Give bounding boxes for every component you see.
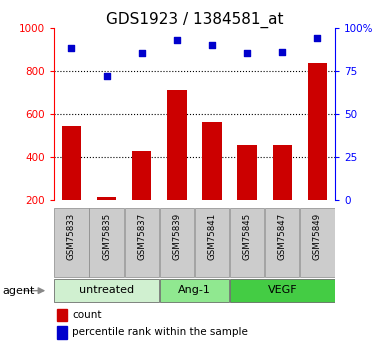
Point (244, 51, 250, 56)
Text: GSM75835: GSM75835 (102, 213, 111, 260)
Bar (97, 197, 116, 200)
Text: count: count (72, 309, 102, 319)
Bar (195, 208, 229, 277)
Bar (132, 150, 151, 200)
Point (174, 37, 180, 42)
Text: GSM75837: GSM75837 (137, 213, 146, 260)
Text: GSM75833: GSM75833 (67, 213, 76, 260)
Bar (265, 208, 300, 277)
Bar (57, 308, 67, 321)
Point (314, 35, 320, 41)
Text: percentile rank within the sample: percentile rank within the sample (72, 327, 248, 337)
Bar (62, 126, 81, 200)
Bar (57, 326, 67, 338)
Text: GSM75839: GSM75839 (172, 213, 181, 260)
Text: GSM75841: GSM75841 (208, 213, 216, 260)
Text: GSM75845: GSM75845 (243, 213, 252, 260)
Bar (160, 208, 194, 277)
Point (279, 49, 285, 55)
Bar (230, 279, 335, 302)
Text: GSM75847: GSM75847 (278, 213, 287, 260)
Bar (203, 122, 222, 200)
Point (69, 46, 75, 51)
Point (139, 51, 145, 56)
Point (209, 42, 215, 48)
Point (104, 73, 110, 79)
Bar (160, 279, 229, 302)
Text: untreated: untreated (79, 285, 134, 295)
Bar (89, 208, 124, 277)
Bar (54, 279, 159, 302)
Title: GDS1923 / 1384581_at: GDS1923 / 1384581_at (105, 11, 283, 28)
Text: VEGF: VEGF (268, 285, 297, 295)
Bar (167, 90, 186, 200)
Bar (308, 63, 327, 200)
Bar (238, 145, 257, 200)
Bar (54, 208, 89, 277)
Text: agent: agent (2, 286, 34, 296)
Text: Ang-1: Ang-1 (178, 285, 211, 295)
Bar (230, 208, 264, 277)
Bar (273, 145, 292, 200)
Bar (300, 208, 335, 277)
Bar (124, 208, 159, 277)
Text: GSM75849: GSM75849 (313, 213, 322, 260)
